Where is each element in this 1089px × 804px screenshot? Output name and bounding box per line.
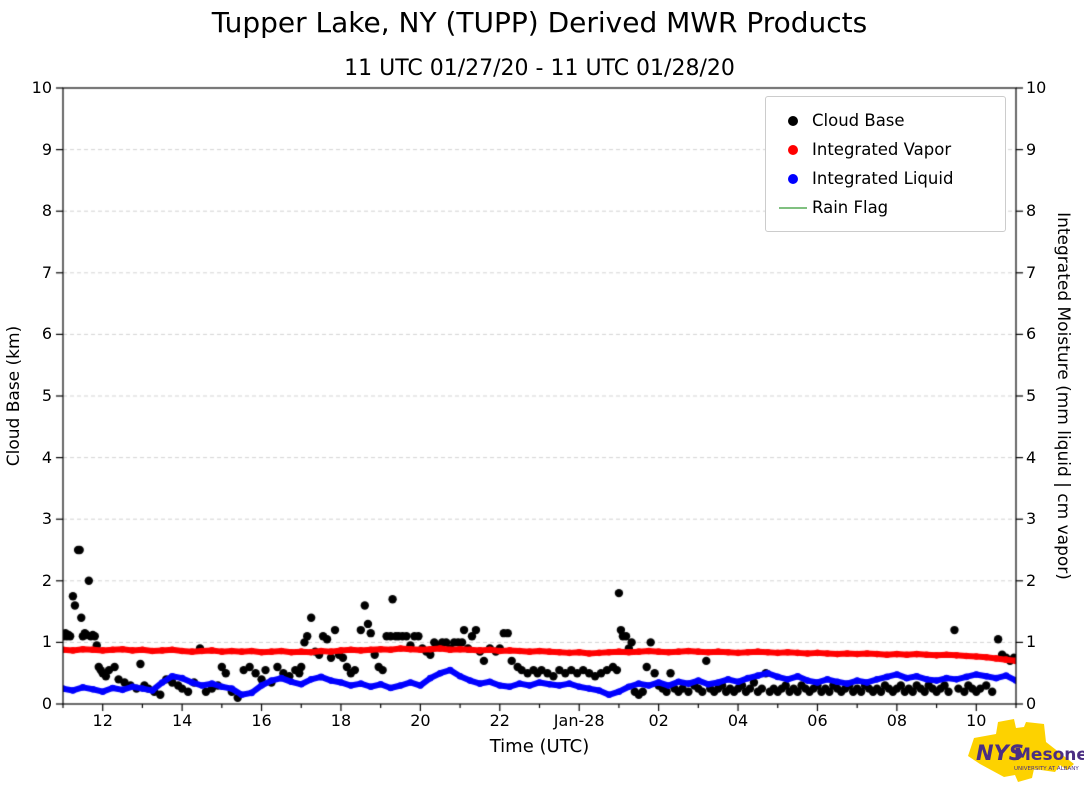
x-tick-label: 04	[727, 711, 749, 730]
legend-label-integrated-vapor: Integrated Vapor	[812, 140, 952, 159]
y-tick-label-right: 2	[1026, 570, 1037, 590]
legend-item-integrated-liquid: Integrated Liquid	[774, 164, 997, 193]
x-tick-label: 22	[489, 711, 510, 730]
x-tick-label: 10	[966, 711, 987, 730]
nys-mesonet-logo: NYS Mesonet UNIVERSITY AT ALBANY	[968, 719, 1084, 782]
y-tick-label-left: 2	[41, 570, 52, 590]
legend-label-cloud-base: Cloud Base	[812, 111, 905, 130]
y-tick-label-left: 7	[41, 262, 52, 282]
y-tick-label-left: 1	[41, 632, 52, 652]
cloud-base-marker-icon	[774, 115, 812, 126]
y-tick-label-right: 10	[1026, 78, 1047, 97]
logo-text-nys: NYS	[976, 741, 1024, 765]
rain-flag-marker-icon	[774, 206, 812, 209]
x-tick-label: Jan-28	[553, 711, 605, 730]
y-tick-label-left: 0	[41, 694, 52, 713]
integrated-liquid-marker-icon	[774, 173, 812, 184]
x-tick-label: 12	[92, 711, 113, 730]
y-tick-label-right: 9	[1026, 139, 1037, 159]
y-tick-label-right: 1	[1026, 632, 1037, 652]
chart-title: Tupper Lake, NY (TUPP) Derived MWR Produ…	[211, 6, 868, 39]
y-tick-label-left: 5	[41, 386, 52, 405]
logo-subtext: UNIVERSITY AT ALBANY	[1014, 766, 1079, 772]
y-tick-label-right: 7	[1026, 262, 1037, 282]
legend-item-cloud-base: Cloud Base	[774, 106, 997, 135]
y-tick-label-right: 8	[1026, 201, 1037, 221]
y-tick-label-left: 8	[41, 201, 52, 221]
x-tick-label: 16	[251, 711, 272, 730]
y-tick-label-left: 10	[31, 78, 52, 97]
y-tick-label-right: 5	[1026, 386, 1037, 405]
integrated-vapor-marker-icon	[774, 144, 812, 155]
legend: Cloud Base Integrated Vapor Integrated L…	[765, 96, 1006, 232]
x-axis-label: Time (UTC)	[489, 736, 590, 757]
y-tick-label-right: 0	[1026, 694, 1037, 713]
y-tick-label-left: 4	[41, 447, 52, 467]
x-tick-label: 14	[171, 711, 193, 730]
y-tick-label-left: 9	[41, 139, 52, 159]
logo-text-mesonet: Mesonet	[1014, 745, 1084, 765]
y-tick-label-left: 6	[41, 324, 52, 344]
legend-label-rain-flag: Rain Flag	[812, 198, 889, 217]
legend-item-integrated-vapor: Integrated Vapor	[774, 135, 997, 164]
x-tick-label: 18	[330, 711, 352, 730]
x-tick-label: 08	[886, 711, 908, 730]
chart-subtitle: 11 UTC 01/27/20 - 11 UTC 01/28/20	[344, 56, 735, 81]
x-tick-label: 06	[807, 711, 828, 730]
x-tick-label: 20	[410, 711, 431, 730]
legend-item-rain-flag: Rain Flag	[774, 193, 997, 222]
y-tick-label-right: 3	[1026, 509, 1037, 529]
ny-state-shape-icon	[968, 719, 1074, 782]
y-tick-label-right: 4	[1026, 447, 1037, 467]
y-tick-label-left: 3	[41, 509, 52, 529]
y-tick-label-right: 6	[1026, 324, 1037, 344]
x-tick-label: 02	[648, 711, 669, 730]
legend-label-integrated-liquid: Integrated Liquid	[812, 169, 954, 188]
